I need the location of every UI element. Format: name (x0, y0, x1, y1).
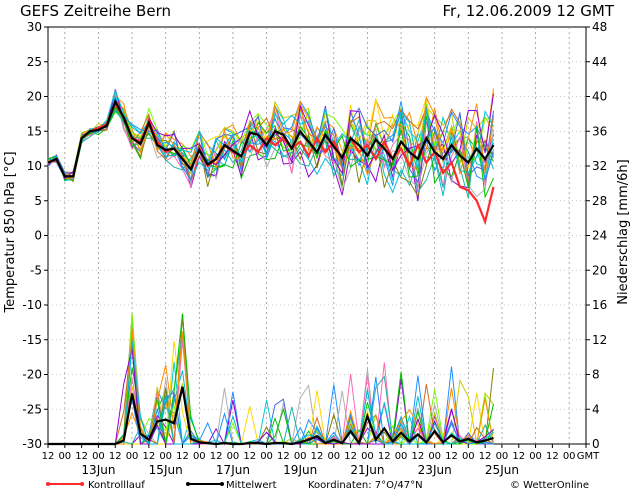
y-tick-right-label: 20 (592, 263, 607, 277)
x-hour-label: 12 (243, 451, 256, 462)
x-hour-label: 12 (546, 451, 559, 462)
y-tick-right-label: 16 (592, 298, 607, 312)
x-hour-label: 00 (92, 451, 105, 462)
y-tick-left-label: -5 (30, 263, 42, 277)
x-hour-label: 00 (496, 451, 509, 462)
legend-control-label: Kontrolllauf (88, 480, 145, 490)
x-hour-label: 12 (42, 451, 55, 462)
x-hour-label: 12 (176, 451, 189, 462)
x-hour-label: 00 (126, 451, 139, 462)
x-hour-label: 00 (294, 451, 307, 462)
x-hour-label: 00 (395, 451, 408, 462)
y-tick-right-label: 12 (592, 333, 607, 347)
legend-mean-marker (220, 482, 224, 486)
x-hour-label: 00 (462, 451, 475, 462)
x-date-label: 21Jun (350, 463, 384, 477)
x-date-label: 17Jun (216, 463, 250, 477)
legend-control-marker (80, 482, 84, 486)
y-tick-left-label: 30 (27, 20, 42, 34)
x-hour-label: 12 (143, 451, 156, 462)
x-hour-label: 12 (109, 451, 122, 462)
x-hour-label: 00 (563, 451, 576, 462)
y-tick-left-label: -20 (22, 368, 42, 382)
x-hour-label: 00 (260, 451, 273, 462)
legend-mean-marker (186, 482, 190, 486)
y-tick-right-label: 28 (592, 194, 607, 208)
y-tick-left-label: 5 (34, 194, 42, 208)
y-tick-right-label: 24 (592, 229, 607, 243)
mean-temperature-line (47, 98, 495, 178)
x-hour-label: 12 (479, 451, 492, 462)
x-hour-label: 00 (159, 451, 172, 462)
ensemble-member-temperature-line (47, 88, 494, 178)
chart-datetime: Fr, 12.06.2009 12 GMT (443, 2, 615, 20)
x-hour-label: 00 (361, 451, 374, 462)
chart-title: GEFS Zeitreihe Bern (20, 2, 171, 20)
x-date-label: 23Jun (418, 463, 452, 477)
y-tick-left-label: -30 (22, 437, 42, 451)
ensemble-member-temperature-line (47, 108, 494, 199)
y-tick-right-label: 8 (592, 368, 600, 382)
ensemble-member-temperature-line (47, 93, 494, 198)
x-hour-label: 12 (75, 451, 88, 462)
x-hour-label: 00 (227, 451, 240, 462)
x-date-label: 19Jun (283, 463, 317, 477)
y-tick-right-label: 44 (592, 55, 607, 69)
x-date-label: 25Jun (485, 463, 519, 477)
ensemble-member-temperature-line (47, 105, 494, 199)
ensemble-member-precipitation-line (48, 348, 494, 446)
y-tick-right-label: 4 (592, 402, 600, 416)
y-tick-right-label: 48 (592, 20, 607, 34)
y-tick-left-label: -15 (22, 333, 42, 347)
credit-text: © WetterOnline (510, 480, 589, 490)
y-tick-left-label: -25 (22, 402, 42, 416)
x-hour-label: GMT (577, 451, 600, 462)
y-tick-right-label: 0 (592, 437, 600, 451)
x-hour-label: 12 (412, 451, 425, 462)
legend: Kontrolllauf Mittelwert Koordinaten: 7°O… (46, 480, 589, 491)
y-tick-left-label: 0 (34, 229, 42, 243)
x-hour-label: 00 (58, 451, 71, 462)
y-tick-left-label: 10 (27, 159, 42, 173)
x-hour-label: 00 (428, 451, 441, 462)
y-tick-left-label: 25 (27, 55, 42, 69)
x-date-label: 15Jun (149, 463, 183, 477)
x-date-label: 13Jun (81, 463, 115, 477)
legend-mean-label: Mittelwert (226, 480, 277, 490)
x-hour-label: 00 (327, 451, 340, 462)
x-hour-label: 12 (445, 451, 458, 462)
y-axis-left-label: Temperatur 850 hPa [°C] (3, 151, 18, 313)
y-tick-right-label: 40 (592, 90, 607, 104)
y-tick-left-label: 15 (27, 124, 42, 138)
x-hour-label: 12 (277, 451, 290, 462)
x-hour-label: 12 (378, 451, 391, 462)
legend-control-marker (46, 482, 50, 486)
y-tick-right-label: 32 (592, 159, 607, 173)
y-tick-left-label: 20 (27, 90, 42, 104)
x-hour-label: 12 (210, 451, 223, 462)
ensemble-member-precipitation-line (48, 313, 494, 446)
x-hour-label: 12 (512, 451, 525, 462)
x-hour-label: 12 (344, 451, 357, 462)
y-tick-right-label: 36 (592, 124, 607, 138)
y-tick-left-label: -10 (22, 298, 42, 312)
x-hour-label: 00 (193, 451, 206, 462)
y-axis-right-label: Niederschlag [mm/6h] (616, 159, 631, 304)
x-hour-label: 00 (529, 451, 542, 462)
mean-precipitation-line (48, 386, 494, 446)
coordinates-text: Koordinaten: 7°O/47°N (308, 480, 423, 490)
x-hour-label: 12 (311, 451, 324, 462)
